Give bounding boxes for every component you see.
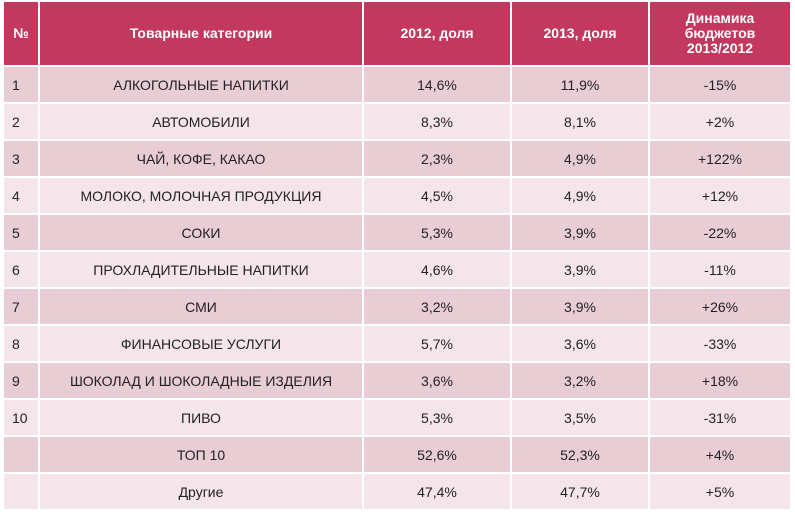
table-cell: -22%: [648, 213, 792, 252]
table-cell: +12%: [648, 176, 792, 215]
row-number: 9: [2, 361, 40, 400]
table-cell: 3,9%: [510, 213, 650, 252]
table-cell: 3,5%: [510, 398, 650, 437]
table-cell: ТОП 10: [38, 435, 364, 474]
table-row: 9 ШОКОЛАД И ШОКОЛАДНЫЕ ИЗДЕЛИЯ 3,6% 3,2% +18…: [2, 361, 792, 400]
table-cell: ФИНАНСОВЫЕ УСЛУГИ: [38, 324, 364, 363]
table-row: ТОП 10 52,6% 52,3% +4%: [2, 435, 792, 474]
table-cell: 4,5%: [362, 176, 512, 215]
header-cell: 2013, доля: [510, 0, 650, 67]
table-cell: 47,7%: [510, 472, 650, 511]
table-cell: 3,2%: [510, 361, 650, 400]
table-row: Другие 47,4% 47,7% +5%: [2, 472, 792, 511]
table-cell: +18%: [648, 361, 792, 400]
table-cell: -11%: [648, 250, 792, 289]
table-cell: +4%: [648, 435, 792, 474]
row-number: 4: [2, 176, 40, 215]
table-row: 8 ФИНАНСОВЫЕ УСЛУГИ 5,7% 3,6% -33%: [2, 324, 792, 363]
table-cell: -15%: [648, 65, 792, 104]
header-cell: №: [2, 0, 40, 67]
table-cell: 47,4%: [362, 472, 512, 511]
table-cell: 3,6%: [362, 361, 512, 400]
row-number: [2, 435, 40, 474]
table-cell: 8,1%: [510, 102, 650, 141]
table-body: 1 АЛКОГОЛЬНЫЕ НАПИТКИ 14,6% 11,9% -15% 2 АВТОМ…: [2, 65, 792, 511]
header-cell: 2012, доля: [362, 0, 512, 67]
table-row: 3 ЧАЙ, КОФЕ, КАКАО 2,3% 4,9% +122%: [2, 139, 792, 178]
table-cell: 11,9%: [510, 65, 650, 104]
table-cell: +5%: [648, 472, 792, 511]
table-cell: СМИ: [38, 287, 364, 326]
table-row: 10 ПИВО 5,3% 3,5% -31%: [2, 398, 792, 437]
table-row: 4 МОЛОКО, МОЛОЧНАЯ ПРОДУКЦИЯ 4,5% 4,9% +12%: [2, 176, 792, 215]
row-number: 5: [2, 213, 40, 252]
share-table: № Товарные категории 2012, доля 2013, до…: [2, 0, 792, 511]
table-row: 6 ПРОХЛАДИТЕЛЬНЫЕ НАПИТКИ 4,6% 3,9% -11%: [2, 250, 792, 289]
row-number: 10: [2, 398, 40, 437]
header-row: № Товарные категории 2012, доля 2013, до…: [2, 0, 792, 67]
table-cell: 3,6%: [510, 324, 650, 363]
table-cell: -31%: [648, 398, 792, 437]
table-cell: 14,6%: [362, 65, 512, 104]
table-head: № Товарные категории 2012, доля 2013, до…: [2, 0, 792, 67]
table-cell: +26%: [648, 287, 792, 326]
row-number: 7: [2, 287, 40, 326]
table-cell: -33%: [648, 324, 792, 363]
table-cell: 3,2%: [362, 287, 512, 326]
table-cell: ЧАЙ, КОФЕ, КАКАО: [38, 139, 364, 178]
table-cell: 8,3%: [362, 102, 512, 141]
table-cell: +122%: [648, 139, 792, 178]
table-cell: АВТОМОБИЛИ: [38, 102, 364, 141]
table-cell: +2%: [648, 102, 792, 141]
table-row: 5 СОКИ 5,3% 3,9% -22%: [2, 213, 792, 252]
table-cell: СОКИ: [38, 213, 364, 252]
table-cell: ШОКОЛАД И ШОКОЛАДНЫЕ ИЗДЕЛИЯ: [38, 361, 364, 400]
header-cell: Динамика бюджетов 2013/2012: [648, 0, 792, 67]
table-cell: 5,3%: [362, 213, 512, 252]
table-row: 7 СМИ 3,2% 3,9% +26%: [2, 287, 792, 326]
table-row: 2 АВТОМОБИЛИ 8,3% 8,1% +2%: [2, 102, 792, 141]
header-cell: Товарные категории: [38, 0, 364, 67]
table-cell: АЛКОГОЛЬНЫЕ НАПИТКИ: [38, 65, 364, 104]
table-cell: 3,9%: [510, 287, 650, 326]
row-number: 1: [2, 65, 40, 104]
row-number: 2: [2, 102, 40, 141]
row-number: 3: [2, 139, 40, 178]
table-cell: 4,6%: [362, 250, 512, 289]
table-cell: Другие: [38, 472, 364, 511]
table-cell: 4,9%: [510, 139, 650, 178]
table-cell: 52,3%: [510, 435, 650, 474]
table-cell: ПИВО: [38, 398, 364, 437]
row-number: 8: [2, 324, 40, 363]
table-cell: 2,3%: [362, 139, 512, 178]
table-row: 1 АЛКОГОЛЬНЫЕ НАПИТКИ 14,6% 11,9% -15%: [2, 65, 792, 104]
table-cell: 4,9%: [510, 176, 650, 215]
table-cell: 52,6%: [362, 435, 512, 474]
table-cell: 5,7%: [362, 324, 512, 363]
table-cell: МОЛОКО, МОЛОЧНАЯ ПРОДУКЦИЯ: [38, 176, 364, 215]
row-number: 6: [2, 250, 40, 289]
table-cell: 3,9%: [510, 250, 650, 289]
table-cell: 5,3%: [362, 398, 512, 437]
table-cell: ПРОХЛАДИТЕЛЬНЫЕ НАПИТКИ: [38, 250, 364, 289]
row-number: [2, 472, 40, 511]
